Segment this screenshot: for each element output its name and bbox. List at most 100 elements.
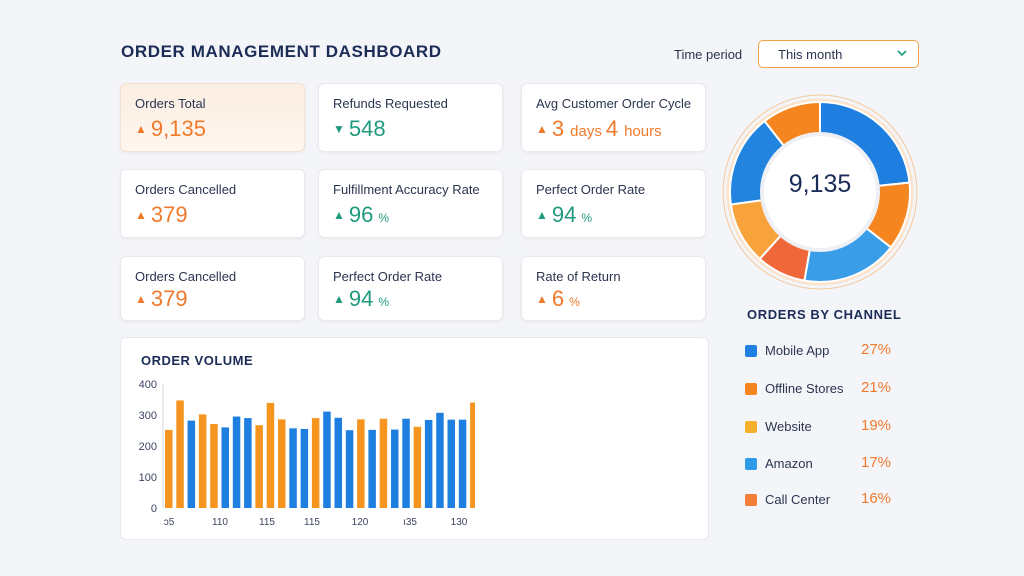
kpi-value: 379 <box>150 202 188 227</box>
order-volume-bar <box>176 400 184 508</box>
orders-by-channel-title: ORDERS BY CHANNEL <box>747 307 902 322</box>
order-volume-bar <box>289 428 297 508</box>
legend-percent: 17% <box>861 454 892 471</box>
kpi-unit-days: days <box>570 123 602 140</box>
kpi-value: 96 <box>348 202 374 227</box>
trend-up-icon: ▲ <box>135 292 147 306</box>
y-tick-label: 0 <box>151 503 157 515</box>
kpi-unit: % <box>569 295 580 309</box>
legend-item-mobile-app: Mobile App 27% <box>745 341 915 361</box>
legend-swatch <box>745 458 757 470</box>
order-volume-bar <box>413 426 422 508</box>
order-volume-bar <box>447 419 455 508</box>
x-tick-label: ı35 <box>403 517 417 528</box>
kpi-unit-hours: hours <box>624 123 662 140</box>
page-title: ORDER MANAGEMENT DASHBOARD <box>121 42 442 61</box>
order-volume-bar <box>323 411 331 508</box>
order-volume-bar <box>232 416 241 508</box>
kpi-label: Refunds Requested <box>333 96 448 111</box>
time-period-value: This month <box>778 47 843 62</box>
legend-label: Website <box>765 419 812 434</box>
kpi-label: Rate of Return <box>536 269 621 284</box>
kpi-value-days: 3 <box>551 116 565 141</box>
order-volume-bar <box>244 418 252 508</box>
order-volume-bar <box>379 418 388 508</box>
order-volume-bar <box>334 417 342 508</box>
order-volume-bar <box>266 402 275 508</box>
y-tick-label: 400 <box>139 379 157 391</box>
kpi-label: Orders Total <box>135 96 206 111</box>
order-volume-bar <box>424 419 433 508</box>
trend-up-icon: ▲ <box>135 208 147 222</box>
kpi-card-orders-cancelled[interactable]: Orders Cancelled ▲ 379 <box>120 169 305 238</box>
order-volume-bar <box>436 412 444 508</box>
order-volume-bar <box>357 419 365 508</box>
kpi-unit: % <box>378 295 390 309</box>
x-tick-label: 130 <box>451 517 468 528</box>
order-volume-chart: 400 300 200 100 0 ɔ5 110 115 115 120 ı35 130 <box>139 379 475 528</box>
x-tick-label: 120 <box>352 517 369 528</box>
kpi-card-perfect-order-rate[interactable]: Perfect Order Rate ▲ 94% <box>521 169 706 238</box>
time-period-label: Time period <box>674 47 743 62</box>
order-volume-bar <box>221 427 229 508</box>
order-volume-bar <box>311 418 320 508</box>
trend-down-icon: ▼ <box>333 122 345 136</box>
kpi-card-orders-total[interactable]: Orders Total ▲ 9,135 <box>120 83 305 152</box>
order-volume-bar <box>345 430 354 508</box>
legend-item-call-center: Call Center 16% <box>745 490 915 510</box>
kpi-label: Orders Cancelled <box>135 182 237 197</box>
order-volume-bar <box>402 418 410 508</box>
kpi-label: Orders Cancelled <box>135 269 237 284</box>
kpi-label: Fulfillment Accuracy Rate <box>333 182 480 197</box>
trend-up-icon: ▲ <box>536 292 548 306</box>
order-volume-bar <box>470 402 475 508</box>
order-volume-bar <box>255 425 263 508</box>
kpi-card-rate-of-return[interactable]: Rate of Return ▲ 6% <box>521 256 706 321</box>
order-volume-bar <box>278 419 286 508</box>
kpi-value: 9,135 <box>150 116 206 141</box>
trend-up-icon: ▲ <box>536 208 548 222</box>
y-tick-label: 300 <box>139 410 157 422</box>
order-volume-bar <box>210 423 218 508</box>
legend-label: Call Center <box>765 492 831 507</box>
kpi-label: Perfect Order Rate <box>536 182 646 197</box>
legend-label: Offline Stores <box>765 381 844 396</box>
x-tick-label: 110 <box>212 517 228 528</box>
legend-swatch <box>745 421 757 433</box>
kpi-card-orders-cancelled-2[interactable]: Orders Cancelled ▲ 379 <box>120 256 305 321</box>
legend-item-offline-stores: Offline Stores 21% <box>745 379 915 399</box>
kpi-value: 6 <box>551 286 565 311</box>
legend-label: Amazon <box>765 456 813 471</box>
legend-item-amazon: Amazon 17% <box>745 454 915 474</box>
legend-percent: 19% <box>861 417 892 434</box>
legend-swatch <box>745 345 757 357</box>
order-volume-bar <box>391 429 399 508</box>
kpi-unit: % <box>581 211 593 225</box>
y-tick-label: 100 <box>139 472 157 484</box>
legend-percent: 21% <box>861 379 892 396</box>
kpi-value: 379 <box>150 286 188 311</box>
order-volume-bar <box>300 428 309 508</box>
trend-up-icon: ▲ <box>333 292 345 306</box>
kpi-card-perfect-order-rate-2[interactable]: Perfect Order Rate ▲ 94% <box>318 256 503 321</box>
order-volume-bar <box>368 429 376 508</box>
legend-percent: 27% <box>861 341 892 358</box>
trend-up-icon: ▲ <box>536 122 548 136</box>
chevron-down-icon <box>897 50 907 57</box>
kpi-value: 94 <box>551 202 577 227</box>
x-tick-label: 115 <box>259 517 275 528</box>
time-period-select[interactable]: This month <box>758 40 919 68</box>
kpi-card-fulfillment-accuracy[interactable]: Fulfillment Accuracy Rate ▲ 96% <box>318 169 503 238</box>
donut-center-value: 9,135 <box>788 170 852 198</box>
legend-item-website: Website 19% <box>745 417 915 437</box>
kpi-card-refunds-requested[interactable]: Refunds Requested ▼ 548 <box>318 83 503 152</box>
trend-up-icon: ▲ <box>333 208 345 222</box>
trend-up-icon: ▲ <box>135 122 147 136</box>
kpi-value: 94 <box>348 286 374 311</box>
kpi-label: Avg Customer Order Cycle <box>536 96 692 111</box>
order-volume-bar <box>458 419 467 508</box>
kpi-unit: % <box>378 211 390 225</box>
kpi-card-order-cycle[interactable]: Avg Customer Order Cycle ▲ 3 days 4 hours <box>521 83 706 152</box>
order-volume-title: ORDER VOLUME <box>141 353 254 368</box>
legend-percent: 16% <box>861 490 892 507</box>
